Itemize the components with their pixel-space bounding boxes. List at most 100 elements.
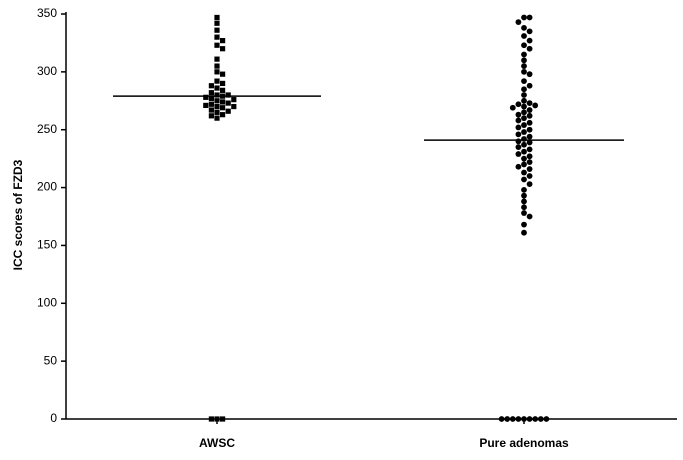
data-point <box>220 87 226 93</box>
data-point <box>203 102 209 109</box>
data-point <box>526 14 533 21</box>
x-tick-label: Pure adenomas <box>479 436 569 450</box>
data-point <box>231 103 237 110</box>
data-point <box>521 229 527 236</box>
data-point <box>214 56 220 62</box>
data-point <box>521 68 527 75</box>
data-point <box>220 99 226 105</box>
data-point <box>220 105 226 111</box>
data-point <box>220 38 226 44</box>
data-point <box>208 416 214 422</box>
data-point <box>515 144 522 150</box>
data-point <box>225 108 231 114</box>
data-point <box>220 416 226 422</box>
data-point <box>214 63 220 69</box>
data-point <box>532 102 539 109</box>
data-point <box>515 131 522 138</box>
data-point <box>526 139 533 146</box>
data-point <box>521 97 527 104</box>
data-point <box>521 148 527 155</box>
data-point <box>521 129 527 135</box>
series-layer <box>113 14 624 422</box>
y-ticks: 0 50 100 150 200 250 300 350 <box>37 6 66 425</box>
data-point <box>214 98 220 104</box>
data-point <box>526 71 533 78</box>
x-tick-label: AWSC <box>199 436 235 450</box>
data-point <box>214 103 220 110</box>
data-point <box>214 109 220 115</box>
data-point <box>521 141 527 148</box>
data-point <box>521 198 527 205</box>
data-point <box>526 126 533 133</box>
data-point <box>521 78 527 85</box>
data-point <box>504 416 511 422</box>
data-point <box>526 213 533 220</box>
data-point <box>532 416 539 422</box>
data-point <box>515 111 522 118</box>
data-point <box>526 153 533 160</box>
data-point <box>208 83 214 89</box>
data-point <box>214 14 220 21</box>
data-point <box>526 119 533 126</box>
data-point <box>521 51 527 58</box>
data-point <box>521 136 527 142</box>
data-point <box>225 100 231 106</box>
data-point <box>208 95 214 102</box>
data-point <box>537 416 544 422</box>
data-point <box>521 176 527 183</box>
data-point <box>220 71 226 77</box>
data-point <box>521 416 527 422</box>
data-point <box>214 78 220 84</box>
y-axis-title: ICC scores of FZD3 <box>11 159 25 270</box>
data-point <box>214 34 220 40</box>
data-point <box>214 69 220 75</box>
data-point <box>214 27 220 33</box>
data-point <box>526 181 533 188</box>
data-point <box>214 20 220 26</box>
data-point <box>515 151 522 157</box>
data-point <box>220 46 226 52</box>
data-point <box>521 14 527 21</box>
data-point <box>203 94 209 100</box>
data-point <box>509 104 516 111</box>
data-point <box>498 416 505 422</box>
y-tick-label: 100 <box>37 295 57 309</box>
data-point <box>220 112 226 118</box>
data-point <box>521 92 527 98</box>
data-point <box>521 204 527 211</box>
data-point <box>214 92 220 98</box>
data-point <box>526 45 533 52</box>
data-point <box>521 33 527 39</box>
data-point <box>208 107 214 113</box>
series-1 <box>113 14 321 422</box>
data-point <box>521 169 527 176</box>
data-point <box>521 42 527 49</box>
data-point <box>509 416 516 422</box>
y-tick-label: 300 <box>37 64 57 78</box>
y-tick-label: 350 <box>37 6 57 20</box>
data-point <box>521 155 527 162</box>
data-point <box>521 109 527 116</box>
data-point <box>521 115 527 122</box>
data-point <box>526 37 533 44</box>
data-point <box>521 122 527 128</box>
data-point <box>521 24 527 31</box>
data-point <box>526 107 533 113</box>
data-point <box>225 92 231 98</box>
data-point <box>214 416 220 422</box>
data-point <box>521 57 527 64</box>
data-point <box>521 186 527 193</box>
data-point <box>521 63 527 69</box>
y-tick-label: 200 <box>37 180 57 194</box>
data-point <box>515 138 522 145</box>
data-point <box>208 101 214 107</box>
data-point <box>526 82 533 89</box>
x-ticks: AWSC Pure adenomas <box>199 419 569 450</box>
data-point <box>521 210 527 216</box>
data-point <box>526 146 533 153</box>
y-tick-label: 50 <box>44 353 58 367</box>
data-point <box>515 117 522 124</box>
data-point <box>526 166 533 172</box>
data-point <box>526 173 533 179</box>
data-point <box>515 163 522 170</box>
